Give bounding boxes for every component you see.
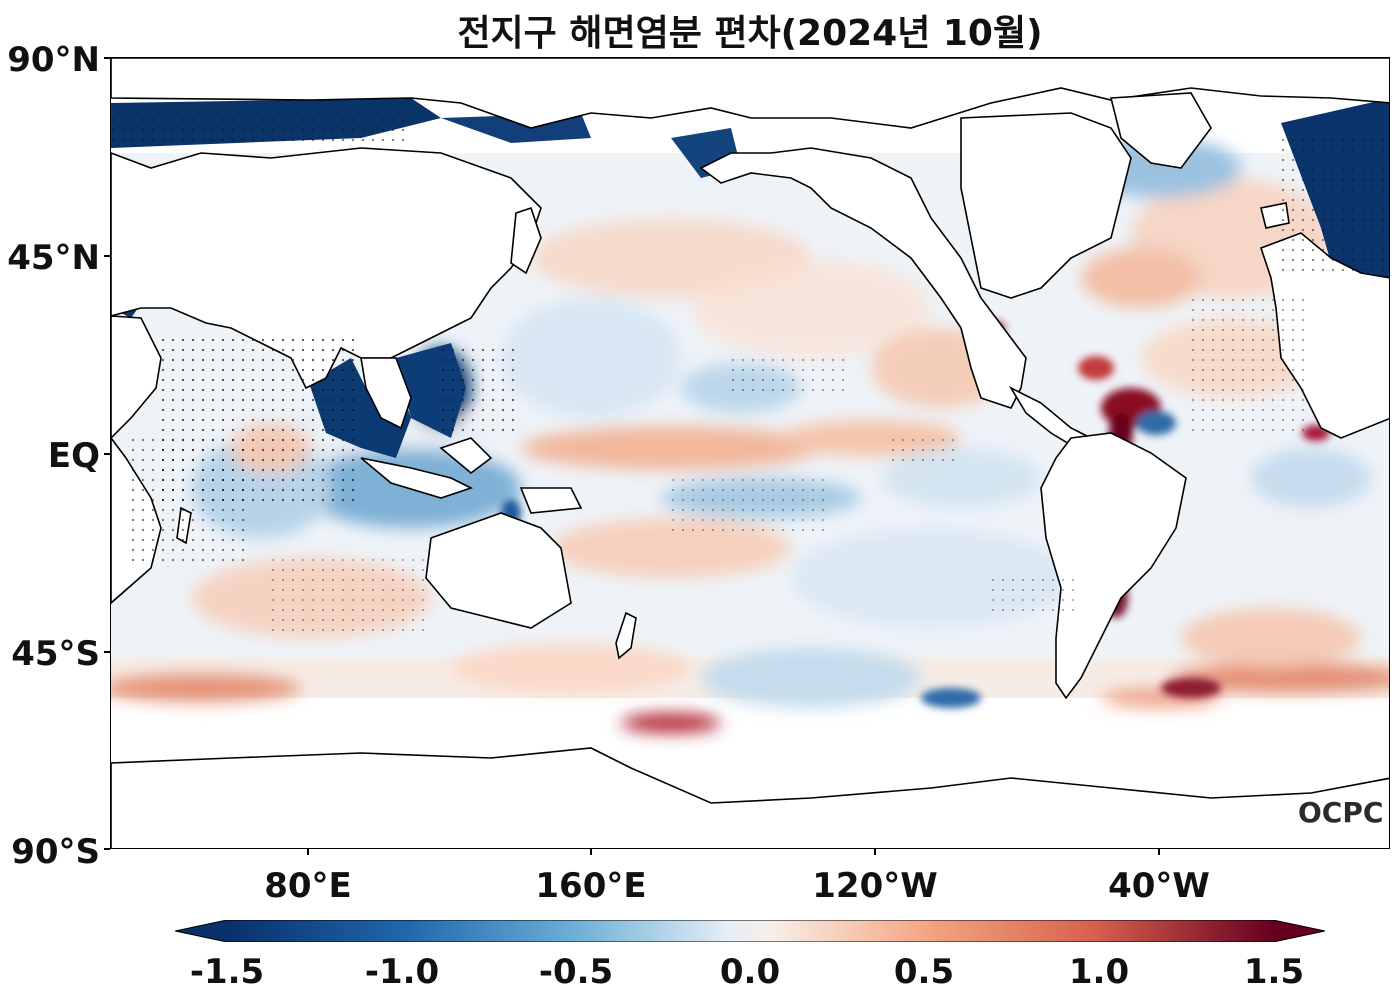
- north-polar-band: [111, 58, 1389, 129]
- tick-120w: [874, 849, 876, 855]
- arabia-landmass: [111, 315, 162, 440]
- lon-label-160e: 160°E: [535, 866, 647, 906]
- tick-45n: [104, 255, 110, 257]
- lat-label-eq: EQ: [47, 436, 100, 476]
- land-masses: [111, 58, 1389, 848]
- colorbar-label-neg-1-0: -1.0: [364, 952, 440, 992]
- indochina-landmass: [360, 357, 412, 430]
- tick-90n: [104, 57, 110, 59]
- ocpc-logo: OCPC: [1298, 796, 1384, 829]
- lon-label-80e: 80°E: [264, 866, 352, 906]
- tick-eq: [104, 453, 110, 455]
- map-title: 전지구 해면염분 편차(2024년 10월): [457, 13, 1043, 54]
- tick-45s: [104, 651, 110, 653]
- lat-label-90n: 90°N: [7, 40, 100, 80]
- japan-landmass: [510, 206, 542, 275]
- colorbar-label-neg-0-5: -0.5: [538, 952, 614, 992]
- lon-label-40w: 40°W: [1108, 866, 1210, 906]
- greenland-landmass: [1109, 92, 1212, 169]
- tick-80e: [307, 849, 309, 855]
- north-america-landmass: [699, 147, 1027, 409]
- colorbar-label-0-5: 0.5: [893, 952, 955, 992]
- lon-label-120w: 120°W: [812, 866, 938, 906]
- canada-landmass: [960, 112, 1132, 299]
- south-america-landmass: [1040, 432, 1187, 700]
- indonesia-landmass: [360, 457, 474, 499]
- colorbar: [175, 920, 1325, 942]
- colorbar-label-neg-1-5: -1.5: [189, 952, 265, 992]
- colorbar-gradient: [227, 920, 1273, 942]
- tick-160e: [590, 849, 592, 855]
- lat-label-45s: 45°S: [11, 634, 100, 674]
- borneo-landmass: [439, 437, 493, 475]
- australia-landmass: [425, 512, 572, 629]
- antarctica-landmass: [111, 747, 1389, 848]
- colorbar-label-0-0: 0.0: [719, 952, 781, 992]
- new-zealand-landmass: [615, 611, 637, 660]
- tick-90s: [104, 848, 110, 850]
- salinity-anomaly-map: [111, 58, 1389, 848]
- colorbar-label-1-5: 1.5: [1243, 952, 1305, 992]
- new-guinea-landmass: [519, 487, 583, 514]
- map-panel: [110, 57, 1390, 849]
- asia-landmass: [111, 147, 542, 390]
- lat-label-90s: 90°S: [11, 832, 100, 872]
- colorbar-extend-max: [1273, 920, 1325, 942]
- tick-40w: [1158, 849, 1160, 855]
- colorbar-label-1-0: 1.0: [1068, 952, 1130, 992]
- significance-stippling: [111, 118, 1389, 638]
- lat-label-45n: 45°N: [7, 238, 100, 278]
- colorbar-extend-min: [175, 920, 227, 942]
